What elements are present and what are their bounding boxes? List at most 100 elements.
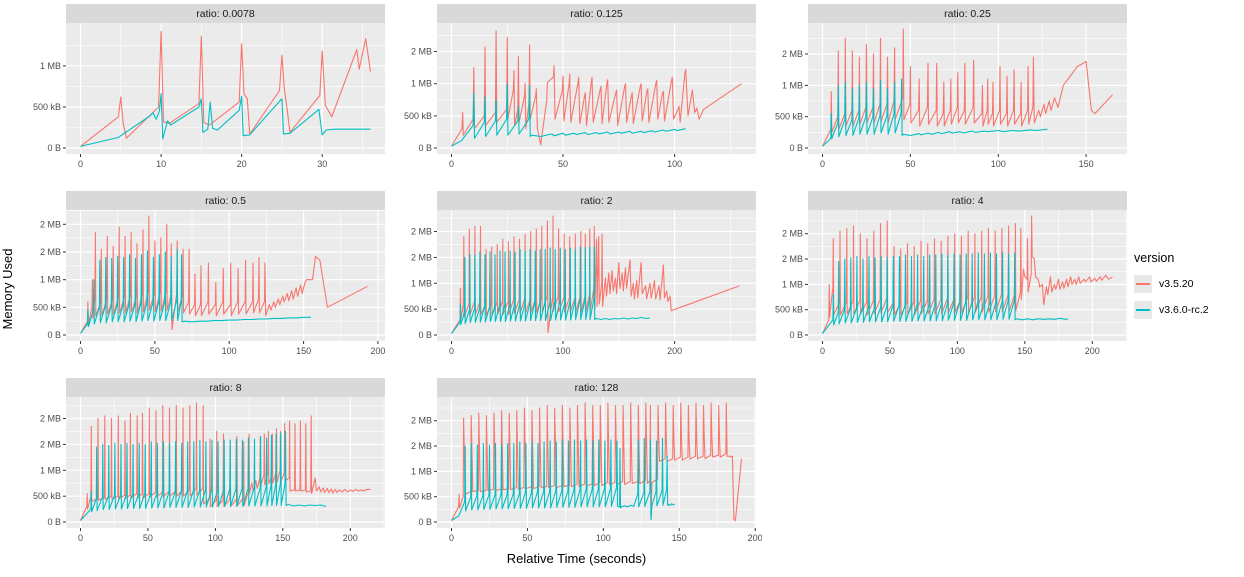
facet-strip-label: ratio: 4 — [951, 195, 983, 207]
x-tick-label: 100 — [208, 533, 223, 543]
x-tick-label: 50 — [150, 346, 160, 356]
x-tick-label: 0 — [78, 159, 83, 169]
x-tick-label: 200 — [748, 533, 762, 543]
x-tick-label: 0 — [820, 346, 825, 356]
facet-plot: 0 100 200 0 B 500 kB 1 MB 2 MB 2 MB ratio: 2 — [404, 191, 756, 356]
y-axis-title: Memory Used — [0, 248, 15, 329]
y-tick-label: 1 MB — [40, 275, 61, 285]
legend-item-label: v3.6.0-rc.2 — [1159, 303, 1209, 316]
series-line — [451, 83, 686, 147]
x-tick-label: 0 — [449, 533, 454, 543]
y-tick-label: 500 kB — [33, 102, 61, 112]
y-tick-label: 1 MB — [40, 61, 61, 71]
y-tick-label: 2 MB — [411, 441, 432, 451]
legend-item: v3.5.20 — [1134, 274, 1238, 293]
facet-plot: 0 50 100 150 200 0 B 500 kB 1 MB 2 MB 2 MB ratio: … — [404, 378, 763, 543]
facet-plot: 0 50 100 0 B 500 kB 1 MB 2 MB ratio: 0.125 — [404, 4, 756, 169]
x-tick-label: 200 — [667, 346, 682, 356]
y-tick-label: 0 B — [47, 330, 61, 340]
y-tick-label: 0 B — [418, 143, 432, 153]
x-tick-label: 0 — [820, 159, 825, 169]
y-tick-label: 0 B — [789, 143, 803, 153]
x-tick-label: 150 — [275, 533, 290, 543]
facet-strip-label: ratio: 0.5 — [205, 195, 246, 207]
y-tick-label: 500 kB — [775, 112, 803, 122]
series-line — [451, 215, 740, 334]
series-line — [822, 28, 1113, 147]
y-tick-label: 1 MB — [782, 279, 803, 289]
series-line — [80, 30, 372, 147]
y-tick-label: 0 B — [47, 143, 61, 153]
x-tick-label: 200 — [370, 346, 385, 356]
y-tick-label: 2 MB — [782, 49, 803, 59]
y-tick-label: 1 MB — [40, 465, 61, 475]
y-tick-label: 1 MB — [411, 466, 432, 476]
series-line — [451, 402, 743, 522]
facet-grid: 0 10 20 30 0 B 500 kB 1 MB ratio: 0.0078 0 50 100 0… — [20, 4, 1133, 565]
x-tick-label: 150 — [1017, 346, 1032, 356]
facet: 0 10 20 30 0 B 500 kB 1 MB ratio: 0.0078 — [20, 4, 391, 191]
facet-strip-label: ratio: 2 — [580, 195, 612, 207]
facet-plot: 0 50 100 150 200 0 B 500 kB 1 MB 2 MB 2 MB ratio: … — [33, 378, 385, 543]
y-tick-label: 500 kB — [775, 305, 803, 315]
x-tick-label: 50 — [905, 159, 915, 169]
facet-strip-label: ratio: 0.125 — [570, 8, 623, 20]
facet: 0 50 100 150 0 B 500 kB 1 MB 2 MB ratio: 0.25 — [762, 4, 1133, 191]
legend-key — [1134, 300, 1152, 319]
facet-strip-label: ratio: 0.0078 — [196, 8, 255, 20]
facet-strip-label: ratio: 8 — [209, 382, 241, 394]
y-tick-label: 500 kB — [404, 304, 432, 314]
facet: 0 50 100 150 200 0 B 500 kB 1 MB 2 MB 2 MB ratio: … — [391, 378, 763, 565]
x-tick-label: 100 — [950, 346, 965, 356]
x-tick-label: 50 — [522, 533, 532, 543]
x-tick-label: 100 — [555, 346, 570, 356]
facet-plot: 0 50 100 150 0 B 500 kB 1 MB 2 MB ratio: 0.25 — [775, 4, 1127, 169]
x-tick-label: 50 — [558, 159, 568, 169]
facet: 0 50 100 150 200 0 B 500 kB 1 MB 2 MB 2 MB ratio: … — [762, 191, 1133, 378]
y-tick-label: 2 MB — [40, 414, 61, 424]
x-axis-title: Relative Time (seconds) — [506, 551, 647, 566]
x-tick-label: 150 — [672, 533, 687, 543]
y-tick-label: 2 MB — [411, 252, 432, 262]
series-line — [80, 93, 371, 147]
series-line — [822, 78, 1048, 147]
facet: 0 50 100 150 200 0 B 500 kB 1 MB 2 MB 2 MB ratio: … — [20, 191, 391, 378]
x-tick-label: 20 — [237, 159, 247, 169]
y-tick-label: 2 MB — [411, 416, 432, 426]
series-line — [451, 246, 651, 334]
y-tick-label: 500 kB — [33, 302, 61, 312]
legend-item-label: v3.5.20 — [1159, 277, 1194, 290]
legend-title: version — [1134, 250, 1175, 265]
series-line — [80, 430, 327, 521]
x-tick-label: 50 — [885, 346, 895, 356]
x-tick-label: 200 — [1085, 346, 1100, 356]
y-tick-label: 2 MB — [411, 227, 432, 237]
facet: 0 50 100 150 200 0 B 500 kB 1 MB 2 MB 2 MB ratio: … — [20, 378, 391, 565]
facet-plot: 0 50 100 150 200 0 B 500 kB 1 MB 2 MB 2 MB ratio: … — [775, 191, 1127, 356]
legend-key — [1134, 274, 1152, 293]
x-tick-label: 100 — [596, 533, 611, 543]
facet: 0 100 200 0 B 500 kB 1 MB 2 MB 2 MB ratio: 2 — [391, 191, 762, 378]
facet: 0 50 100 0 B 500 kB 1 MB 2 MB ratio: 0.125 — [391, 4, 762, 191]
x-tick-label: 100 — [991, 159, 1006, 169]
legend-item: v3.6.0-rc.2 — [1134, 300, 1238, 319]
x-tick-label: 50 — [143, 533, 153, 543]
y-tick-label: 1 MB — [411, 278, 432, 288]
y-tick-label: 0 B — [418, 517, 432, 527]
y-tick-label: 0 B — [418, 330, 432, 340]
x-tick-label: 0 — [449, 159, 454, 169]
y-tick-label: 0 B — [789, 330, 803, 340]
series-line — [822, 252, 1069, 334]
facet-strip-label: ratio: 128 — [575, 382, 619, 394]
y-tick-label: 500 kB — [404, 492, 432, 502]
series-line — [451, 30, 742, 147]
y-tick-label: 2 MB — [411, 47, 432, 57]
x-tick-label: 150 — [296, 346, 311, 356]
y-tick-label: 1 MB — [411, 79, 432, 89]
y-tick-label: 0 B — [47, 517, 61, 527]
legend-line-icon — [1136, 282, 1150, 285]
legend-line-icon — [1136, 308, 1150, 311]
y-tick-label: 2 MB — [40, 219, 61, 229]
y-tick-label: 2 MB — [40, 439, 61, 449]
